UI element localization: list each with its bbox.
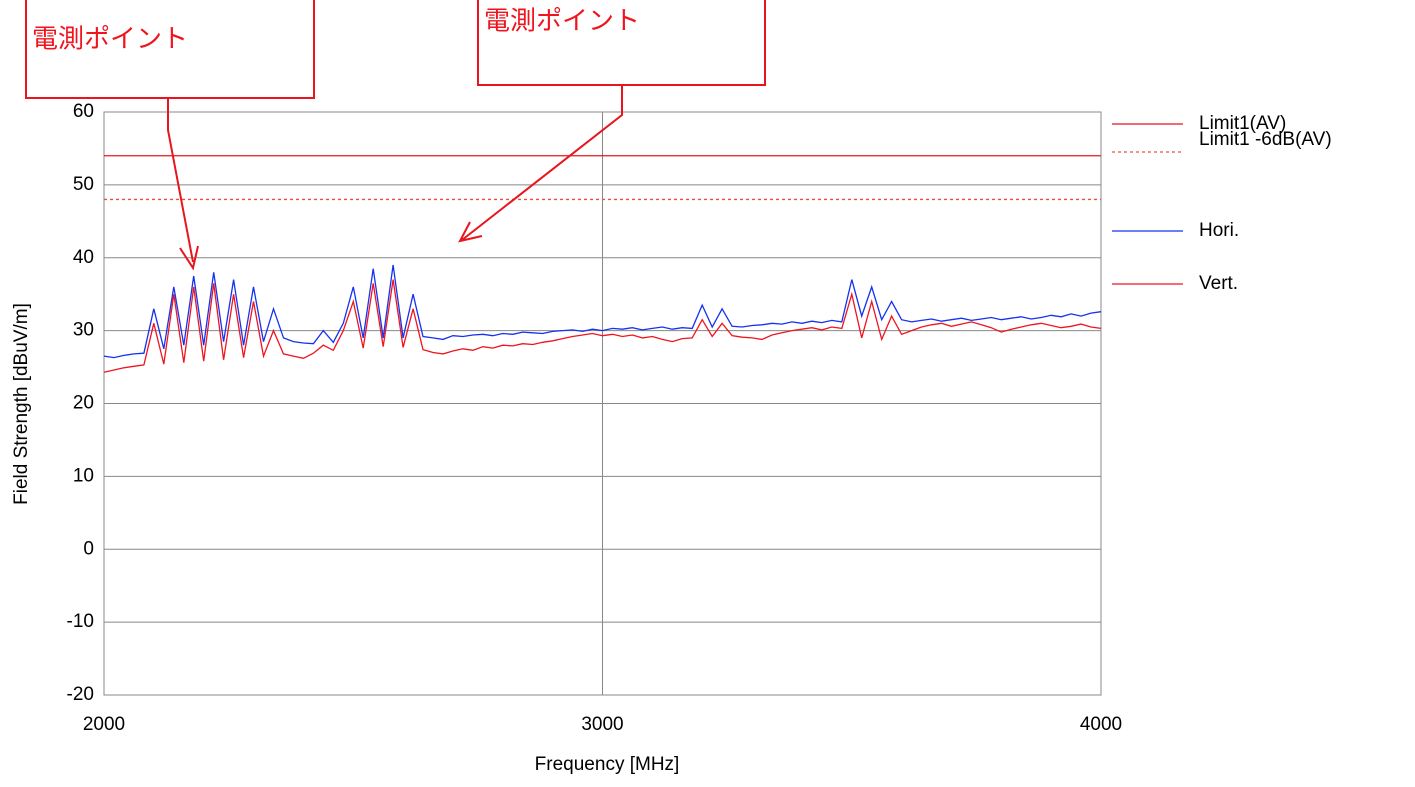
y-tick-label: -20 <box>67 684 94 705</box>
series-line <box>103 279 1102 373</box>
x-tick-label: 2000 <box>83 714 125 735</box>
arrow <box>461 85 623 241</box>
y-tick-label: 30 <box>73 320 94 341</box>
series-line <box>103 264 1102 359</box>
annotation-box <box>477 0 766 86</box>
x-axis-label: Frequency [MHz] <box>535 754 680 775</box>
legend-label: Limit1 -6dB(AV) <box>1199 129 1332 150</box>
y-tick-label: 10 <box>73 465 94 486</box>
legend-label: Limit1(AV) <box>1199 113 1286 134</box>
annotation: 電測ポイント <box>484 7 640 37</box>
x-tick-label: 4000 <box>1080 714 1122 735</box>
y-tick-label: 0 <box>83 538 94 559</box>
arrow <box>167 98 194 263</box>
annotation-box <box>25 0 315 99</box>
arrowhead <box>458 221 483 243</box>
y-axis-label: Field Strength [dBuV/m] <box>11 303 32 505</box>
y-tick-label: 60 <box>73 101 94 122</box>
y-tick-label: -10 <box>67 611 94 632</box>
arrowhead <box>179 245 199 271</box>
y-tick-label: 50 <box>73 174 94 195</box>
y-tick-label: 20 <box>73 393 94 414</box>
x-tick-label: 3000 <box>581 714 623 735</box>
y-tick-label: 40 <box>73 247 94 268</box>
legend-label: Vert. <box>1199 273 1238 294</box>
legend-label: Hori. <box>1199 220 1239 241</box>
annotation: 電測ポイント <box>32 25 188 55</box>
